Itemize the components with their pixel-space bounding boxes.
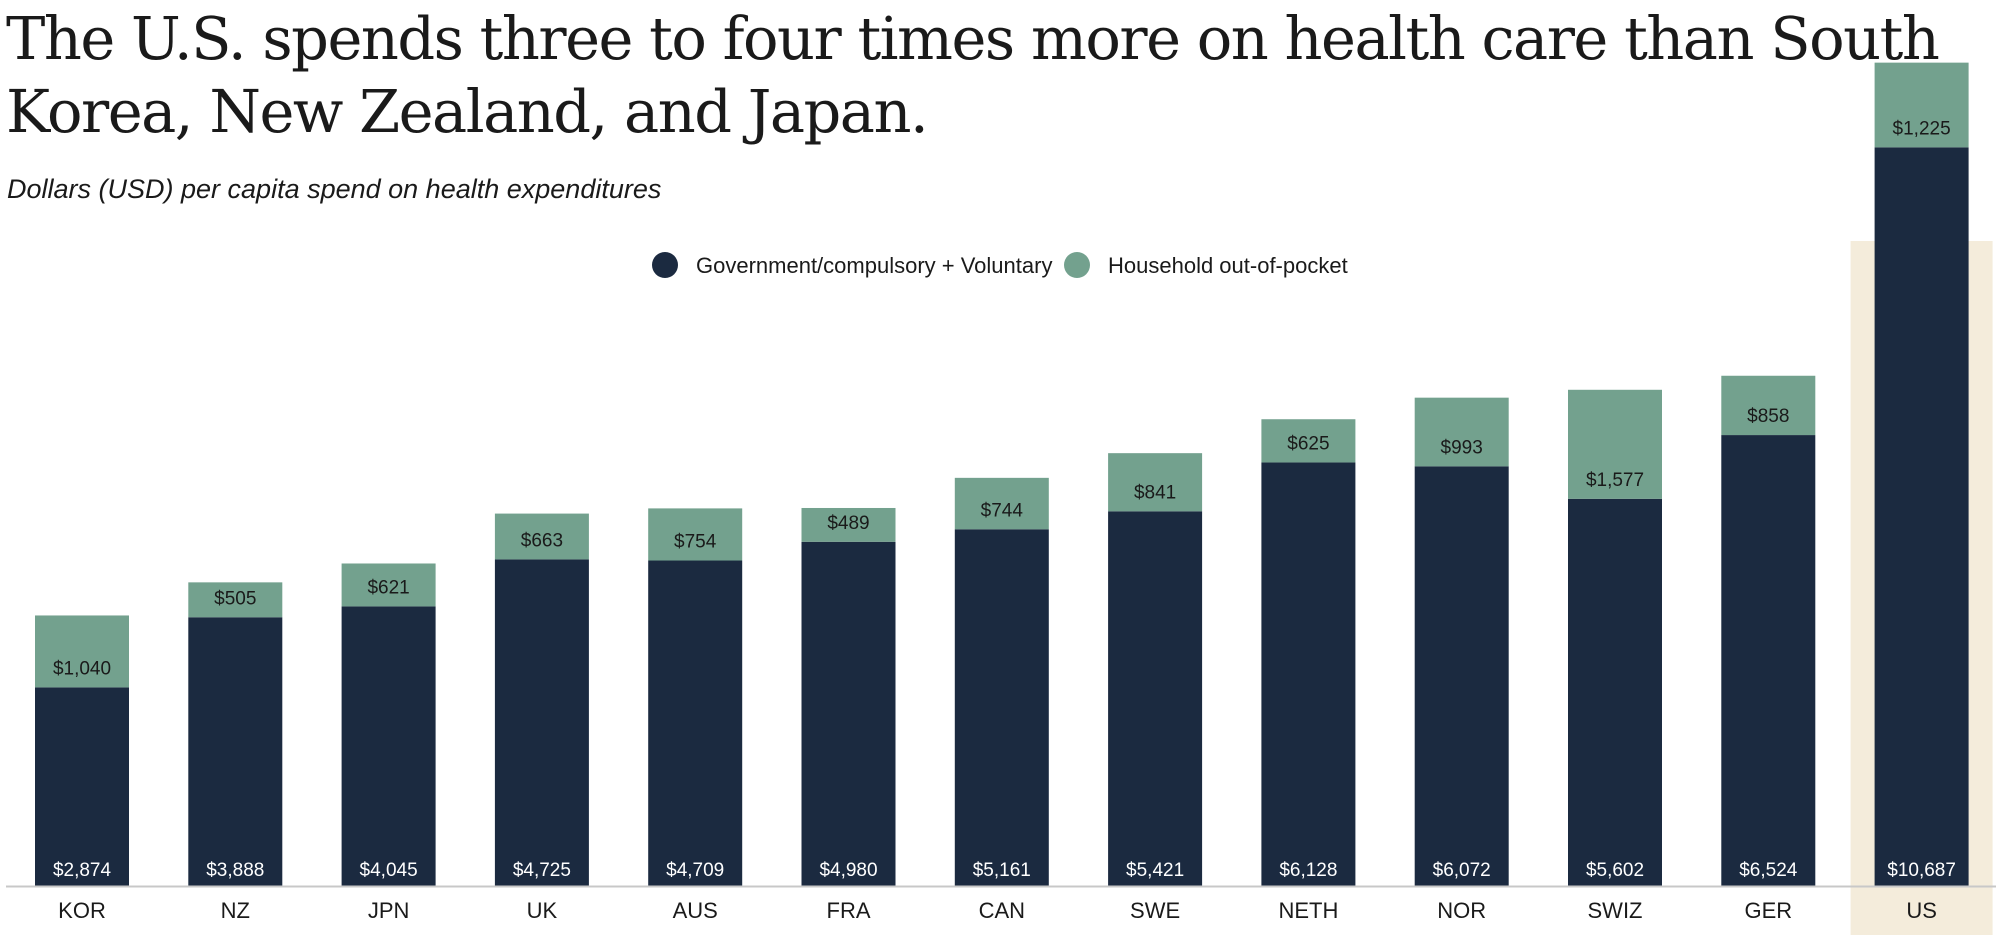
bar-household-swiz (1568, 389, 1662, 499)
bar-government-swiz (1568, 498, 1662, 886)
x-tick-label-nor: NOR (1437, 898, 1486, 923)
x-tick-label-aus: AUS (673, 898, 718, 923)
bar-household-neth (1261, 419, 1356, 463)
data-label-government-fra: $4,980 (819, 860, 877, 881)
data-label-household-nz: $505 (214, 588, 256, 609)
bar-government-aus (648, 560, 743, 886)
data-label-government-swiz: $5,602 (1586, 860, 1644, 881)
bar-household-us (1874, 62, 1969, 148)
x-tick-label-kor: KOR (58, 898, 106, 923)
data-label-household-uk: $663 (521, 530, 563, 551)
x-tick-label-nz: NZ (221, 898, 250, 923)
data-label-household-us: $1,225 (1893, 118, 1951, 139)
data-label-household-ger: $858 (1747, 406, 1789, 427)
bar-household-nz (188, 582, 283, 618)
legend-swatch-household (1064, 252, 1090, 278)
x-axis-labels: KOR NZ JPN UK AUS FRA CAN SWE NETH NOR SWIZ GER US (58, 898, 1937, 923)
bar-government-nz (188, 617, 283, 886)
data-label-government-kor: $2,874 (53, 860, 112, 881)
chart-subtitle: Dollars (USD) per capita spend on health… (7, 174, 662, 204)
bar-household-fra (801, 507, 896, 542)
data-label-household-jpn: $621 (367, 577, 409, 598)
x-tick-label-swe: SWE (1130, 898, 1180, 923)
data-label-government-aus: $4,709 (666, 860, 724, 881)
bar-government-kor (35, 687, 129, 886)
bar-household-jpn (341, 563, 436, 607)
data-label-government-nor: $6,072 (1433, 860, 1491, 881)
bar-government-nor (1414, 466, 1509, 886)
data-label-government-jpn: $4,045 (360, 860, 418, 881)
x-tick-label-ger: GER (1744, 898, 1792, 923)
data-label-government-nz: $3,888 (206, 860, 264, 881)
bar-household-kor (35, 615, 129, 688)
chart-title: The U.S. spends three to four times more… (6, 4, 1940, 146)
x-tick-label-neth: NETH (1278, 898, 1338, 923)
bar-government-fra (801, 541, 896, 886)
bar-government-us (1874, 147, 1969, 886)
x-tick-label-fra: FRA (827, 898, 871, 923)
data-label-government-uk: $4,725 (513, 860, 571, 881)
data-label-household-nor: $993 (1441, 437, 1483, 458)
legend-label-government: Government/compulsory + Voluntary (696, 253, 1052, 278)
data-label-government-can: $5,161 (973, 860, 1031, 881)
x-tick-label-can: CAN (979, 898, 1025, 923)
legend: Government/compulsory + Voluntary Househ… (652, 252, 1348, 278)
bar-household-ger (1721, 375, 1816, 436)
bar-government-can (954, 529, 1049, 886)
bar-government-jpn (341, 606, 436, 886)
bar-household-can (954, 477, 1049, 530)
legend-label-household: Household out-of-pocket (1108, 253, 1348, 278)
data-label-household-neth: $625 (1287, 433, 1329, 454)
bar-government-uk (494, 559, 589, 886)
data-label-household-swiz: $1,577 (1586, 470, 1644, 491)
bar-household-nor (1414, 397, 1509, 467)
data-label-household-swe: $841 (1134, 482, 1176, 503)
data-label-household-fra: $489 (827, 513, 869, 534)
bar-government-swe (1108, 511, 1203, 886)
legend-swatch-government (652, 252, 678, 278)
data-label-household-kor: $1,040 (53, 658, 111, 679)
bar-household-aus (648, 508, 743, 561)
x-tick-label-swiz: SWIZ (1588, 898, 1643, 923)
bar-household-uk (494, 513, 589, 560)
data-label-government-swe: $5,421 (1126, 860, 1184, 881)
bars-group: $2,874 $1,040 $3,888 $505 $4,045 $621 $4,725 $6… (35, 62, 1969, 886)
x-tick-label-jpn: JPN (368, 898, 410, 923)
data-label-household-aus: $754 (674, 532, 717, 553)
x-tick-label-uk: UK (527, 898, 558, 923)
data-label-government-neth: $6,128 (1279, 860, 1337, 881)
bar-household-swe (1108, 453, 1203, 512)
bar-government-ger (1721, 435, 1816, 886)
data-label-household-can: $744 (981, 500, 1024, 521)
x-tick-label-us: US (1906, 898, 1937, 923)
data-label-government-us: $10,687 (1887, 860, 1956, 881)
bar-government-neth (1261, 462, 1356, 886)
data-label-government-ger: $6,524 (1739, 860, 1798, 881)
